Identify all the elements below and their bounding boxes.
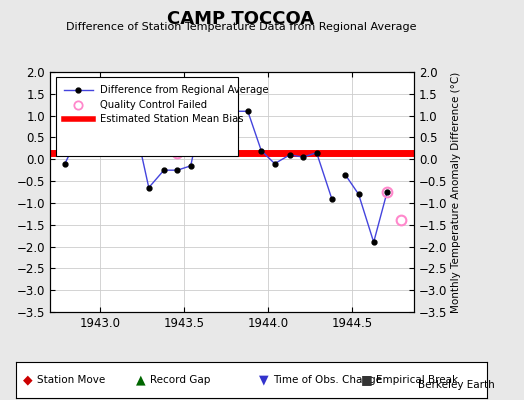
Text: Estimated Station Mean Bias: Estimated Station Mean Bias	[100, 114, 244, 124]
Text: Time of Obs. Change: Time of Obs. Change	[273, 375, 382, 385]
Text: ▲: ▲	[136, 374, 146, 386]
Text: Quality Control Failed: Quality Control Failed	[100, 100, 207, 110]
Text: Berkeley Earth: Berkeley Earth	[419, 380, 495, 390]
Text: Difference from Regional Average: Difference from Regional Average	[100, 85, 269, 95]
Text: Empirical Break: Empirical Break	[376, 375, 458, 385]
Y-axis label: Monthly Temperature Anomaly Difference (°C): Monthly Temperature Anomaly Difference (…	[452, 71, 462, 313]
Text: Record Gap: Record Gap	[150, 375, 211, 385]
Text: ◆: ◆	[23, 374, 32, 386]
Text: Difference of Station Temperature Data from Regional Average: Difference of Station Temperature Data f…	[66, 22, 416, 32]
Text: ▼: ▼	[258, 374, 268, 386]
Text: Station Move: Station Move	[37, 375, 105, 385]
Text: CAMP TOCCOA: CAMP TOCCOA	[168, 10, 314, 28]
Text: ■: ■	[361, 374, 373, 386]
Bar	[57, 77, 238, 156]
